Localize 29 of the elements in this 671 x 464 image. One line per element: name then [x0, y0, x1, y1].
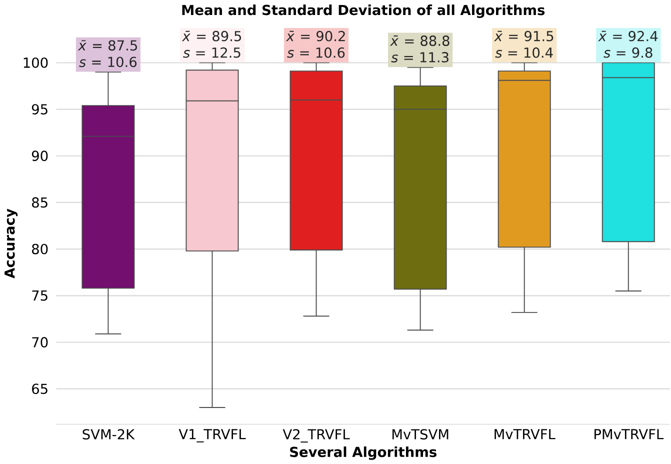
annotation: x̄ = 91.5: [494, 30, 554, 42]
chart-title: Mean and Standard Deviation of all Algorithms: [182, 4, 545, 18]
x-tick-label: V1_TRVFL: [178, 428, 246, 442]
annotation: s = 11.3: [391, 52, 448, 62]
x-tick-label: V2_TRVFL: [282, 428, 350, 442]
annotation: s = 10.6: [287, 47, 345, 58]
x-tick-label: SVM-2K: [82, 428, 135, 440]
x-axis-title: Several Algorithms: [290, 446, 436, 460]
annotation: s = 10.4: [495, 47, 553, 58]
y-tick-label: 95: [32, 104, 48, 114]
x-tick-label: MvTRVFL: [494, 428, 556, 439]
y-axis-title: Accuracy: [4, 208, 18, 278]
annotation: s = 9.8: [604, 47, 652, 58]
x-tick-label: MvTSVM: [392, 428, 448, 440]
y-tick-label: 75: [32, 290, 48, 301]
annotation: s = 10.6: [79, 56, 137, 67]
y-tick-label: 65: [32, 383, 48, 394]
x-tick-label: PMvTRVFL: [594, 428, 664, 439]
y-tick-label: 85: [32, 197, 48, 208]
y-tick-label: 70: [32, 336, 48, 348]
annotation: s = 12.5: [183, 47, 240, 58]
annotation: x̄ = 89.5: [182, 30, 242, 42]
annotation: x̄ = 92.4: [598, 30, 658, 42]
annotation: x̄ = 87.5: [78, 40, 137, 50]
annotation: x̄ = 90.2: [286, 30, 345, 42]
y-tick-label: 90: [32, 150, 48, 161]
annotation: x̄ = 88.8: [390, 35, 450, 46]
y-tick-label: 100: [24, 57, 48, 68]
y-tick-label: 80: [32, 244, 48, 254]
